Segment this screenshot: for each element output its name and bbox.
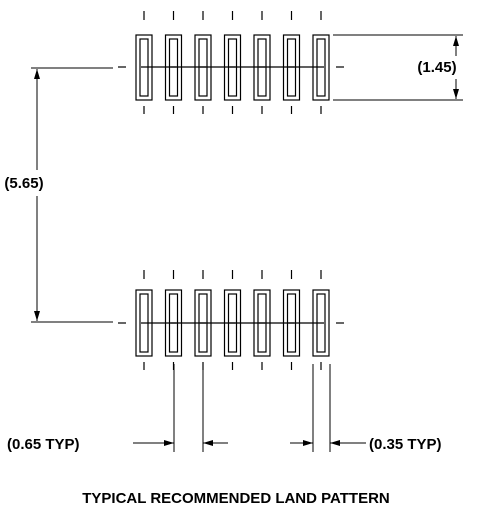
pad-width-dimension: [290, 364, 366, 452]
pad-length-arrow-down: [453, 89, 459, 99]
top-row-pad-outline: [312, 34, 330, 101]
row-spacing-dimension: [31, 67, 113, 323]
pad-length-dimension: [333, 34, 463, 101]
row-spacing-arrow-up: [34, 69, 40, 79]
top-row-pad-inner: [316, 38, 326, 97]
pitch-arrow-left: [164, 440, 174, 446]
top-pad-row: [118, 11, 344, 114]
bottom-row-pad-outline: [312, 289, 330, 357]
pad-length-arrow-up: [453, 36, 459, 46]
row-spacing-label: (5.65): [4, 175, 43, 192]
pitch-dimension: [133, 364, 228, 452]
pitch-arrow-right: [203, 440, 213, 446]
bottom-row-pad-inner: [316, 293, 326, 353]
bottom-pad-row: [118, 270, 344, 370]
pad-width-arrow-right: [330, 440, 340, 446]
drawing-title: TYPICAL RECOMMENDED LAND PATTERN: [82, 490, 390, 507]
row-spacing-arrow-down: [34, 311, 40, 321]
pad-width-label: (0.35 TYP): [369, 436, 442, 453]
pitch-label: (0.65 TYP): [7, 436, 80, 453]
pad-width-arrow-left: [303, 440, 313, 446]
pad-length-label: (1.45): [417, 59, 456, 76]
